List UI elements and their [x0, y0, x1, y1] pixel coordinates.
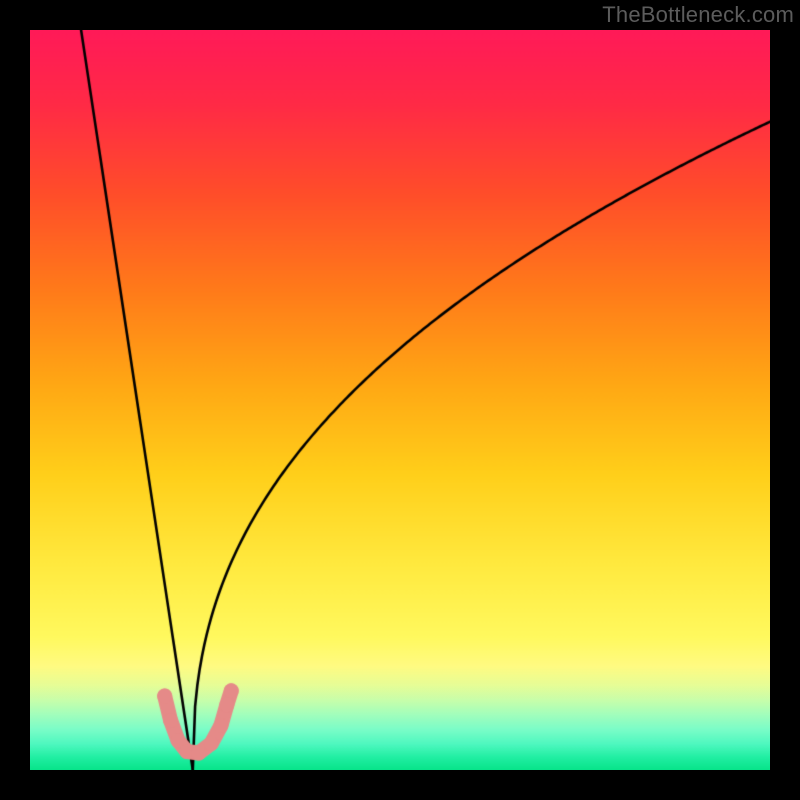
watermark-label: TheBottleneck.com: [602, 2, 794, 28]
bottleneck-curve: [30, 30, 770, 770]
chart-stage: TheBottleneck.com: [0, 0, 800, 800]
plot-area: [30, 30, 770, 770]
